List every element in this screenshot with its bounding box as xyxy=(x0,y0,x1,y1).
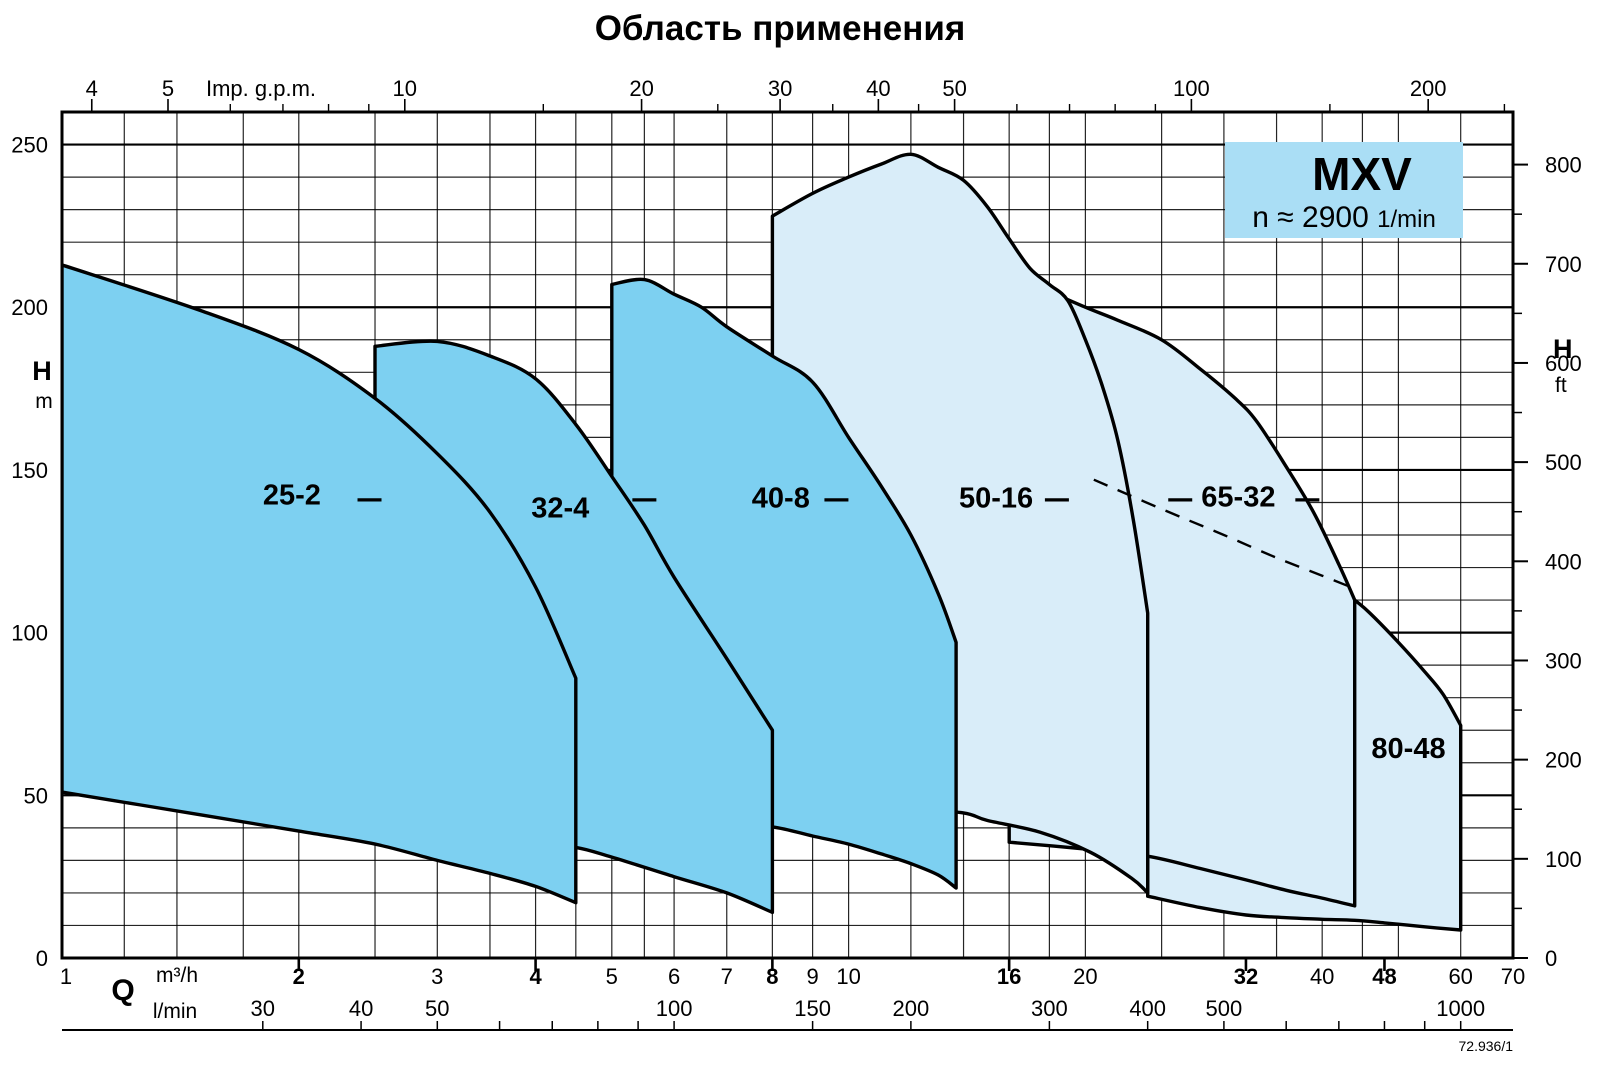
lmin-label: 300 xyxy=(1031,996,1068,1021)
bottom-axis-label: 16 xyxy=(997,964,1021,989)
bottom-axis-label: 6 xyxy=(668,964,680,989)
right-axis-symbol: H xyxy=(1553,334,1573,364)
left-axis-label: 150 xyxy=(11,458,48,483)
region-label-65-32: 65-32 xyxy=(1201,482,1275,514)
lmin-axis: 30 40 50 100 150 200 300 400 500 1000 xyxy=(62,996,1513,1031)
model-speed: n ≈ 2900 1/min xyxy=(1252,201,1436,234)
bottom-axis-label: 20 xyxy=(1073,964,1097,989)
bottom-axis-label: 4 xyxy=(529,964,542,989)
region-label-80-48: 80-48 xyxy=(1371,733,1445,765)
right-axis-label: 700 xyxy=(1545,252,1582,277)
lmin-label: 1000 xyxy=(1436,996,1485,1021)
bottom-axis-label: 3 xyxy=(431,964,443,989)
left-axis-unit: m xyxy=(35,390,53,413)
right-axis-label: 500 xyxy=(1545,450,1582,475)
right-axis-unit: ft xyxy=(1555,374,1567,397)
lmin-label: 200 xyxy=(893,996,930,1021)
right-axis-label: 800 xyxy=(1545,153,1582,178)
left-axis-label: 250 xyxy=(11,133,48,158)
top-axis-label: 10 xyxy=(393,76,417,101)
region-label-40-8: 40-8 xyxy=(752,483,810,515)
model-name: MXV xyxy=(1312,148,1412,200)
chart-title: Область применения xyxy=(595,9,966,48)
lmin-label: 150 xyxy=(794,996,831,1021)
region-label-32-4: 32-4 xyxy=(531,492,589,524)
dashed-limit-line xyxy=(1093,478,1352,589)
bottom-axis-label: 48 xyxy=(1372,964,1396,989)
left-axis-label: 50 xyxy=(24,783,48,808)
top-axis-label: 20 xyxy=(629,76,653,101)
bottom-axis: 1 2 3 4 5 6 7 8 9 10 16 20 32 40 48 60 70 Q m³/h l/min xyxy=(60,958,1525,1023)
bottom-axis-label: 7 xyxy=(721,964,733,989)
right-axis-label: 0 xyxy=(1545,946,1557,971)
left-axis-label: 200 xyxy=(11,295,48,320)
top-axis-label: 5 xyxy=(162,76,174,101)
right-axis-label: 300 xyxy=(1545,648,1582,673)
flow-unit-m3h: m³/h xyxy=(156,964,198,987)
plot-area: 80-48 65-32 50-16 40-8 32-4 25-2 xyxy=(62,112,1513,958)
lmin-label: 500 xyxy=(1206,996,1243,1021)
left-axis: 0 50 100 150 200 250 Hm xyxy=(11,133,52,971)
top-axis-label: 40 xyxy=(866,76,890,101)
bottom-axis-label: 40 xyxy=(1310,964,1334,989)
plot-border xyxy=(60,110,1515,960)
lmin-label: 400 xyxy=(1129,996,1166,1021)
lmin-label: 30 xyxy=(251,996,275,1021)
bottom-axis-label: 9 xyxy=(806,964,818,989)
left-axis-symbol: H xyxy=(32,356,52,386)
bottom-axis-label: 10 xyxy=(836,964,860,989)
bottom-axis-label: 2 xyxy=(293,964,305,989)
right-axis-label: 100 xyxy=(1545,847,1582,872)
right-axis-label: 600 xyxy=(1545,351,1582,376)
lmin-label: 50 xyxy=(425,996,449,1021)
bottom-axis-label: 70 xyxy=(1501,964,1525,989)
bottom-axis-label: 60 xyxy=(1448,964,1472,989)
bottom-axis-label: 5 xyxy=(606,964,618,989)
left-axis-label: 100 xyxy=(11,621,48,646)
lmin-label: 100 xyxy=(656,996,693,1021)
top-axis-label: 4 xyxy=(86,76,98,101)
bottom-axis-label: 1 xyxy=(60,964,72,989)
right-axis: 0 100 200 300 400 500 600 700 800 Hft xyxy=(1513,153,1582,971)
region-label-25-2: 25-2 xyxy=(263,479,321,511)
top-axis: 4 5 10 20 30 40 50 100 200 Imp. g.p.m. xyxy=(86,76,1506,112)
top-axis-label: 50 xyxy=(942,76,966,101)
flow-unit-lmin: l/min xyxy=(153,1000,197,1023)
right-axis-label: 200 xyxy=(1545,748,1582,773)
region-label-50-16: 50-16 xyxy=(959,483,1033,515)
top-axis-label: 200 xyxy=(1410,76,1447,101)
flow-axis-symbol: Q xyxy=(111,974,134,1007)
top-axis-label: 30 xyxy=(768,76,792,101)
top-axis-label: 100 xyxy=(1173,76,1210,101)
model-box xyxy=(1225,142,1463,238)
bottom-axis-label: 32 xyxy=(1234,964,1258,989)
drawing-number: 72.936/1 xyxy=(1459,1038,1514,1054)
right-axis-label: 400 xyxy=(1545,549,1582,574)
left-axis-label: 0 xyxy=(36,946,48,971)
lmin-label: 40 xyxy=(349,996,373,1021)
top-axis-unit: Imp. g.p.m. xyxy=(206,76,316,101)
region-25-2 xyxy=(62,263,578,905)
bottom-axis-label: 8 xyxy=(766,964,778,989)
